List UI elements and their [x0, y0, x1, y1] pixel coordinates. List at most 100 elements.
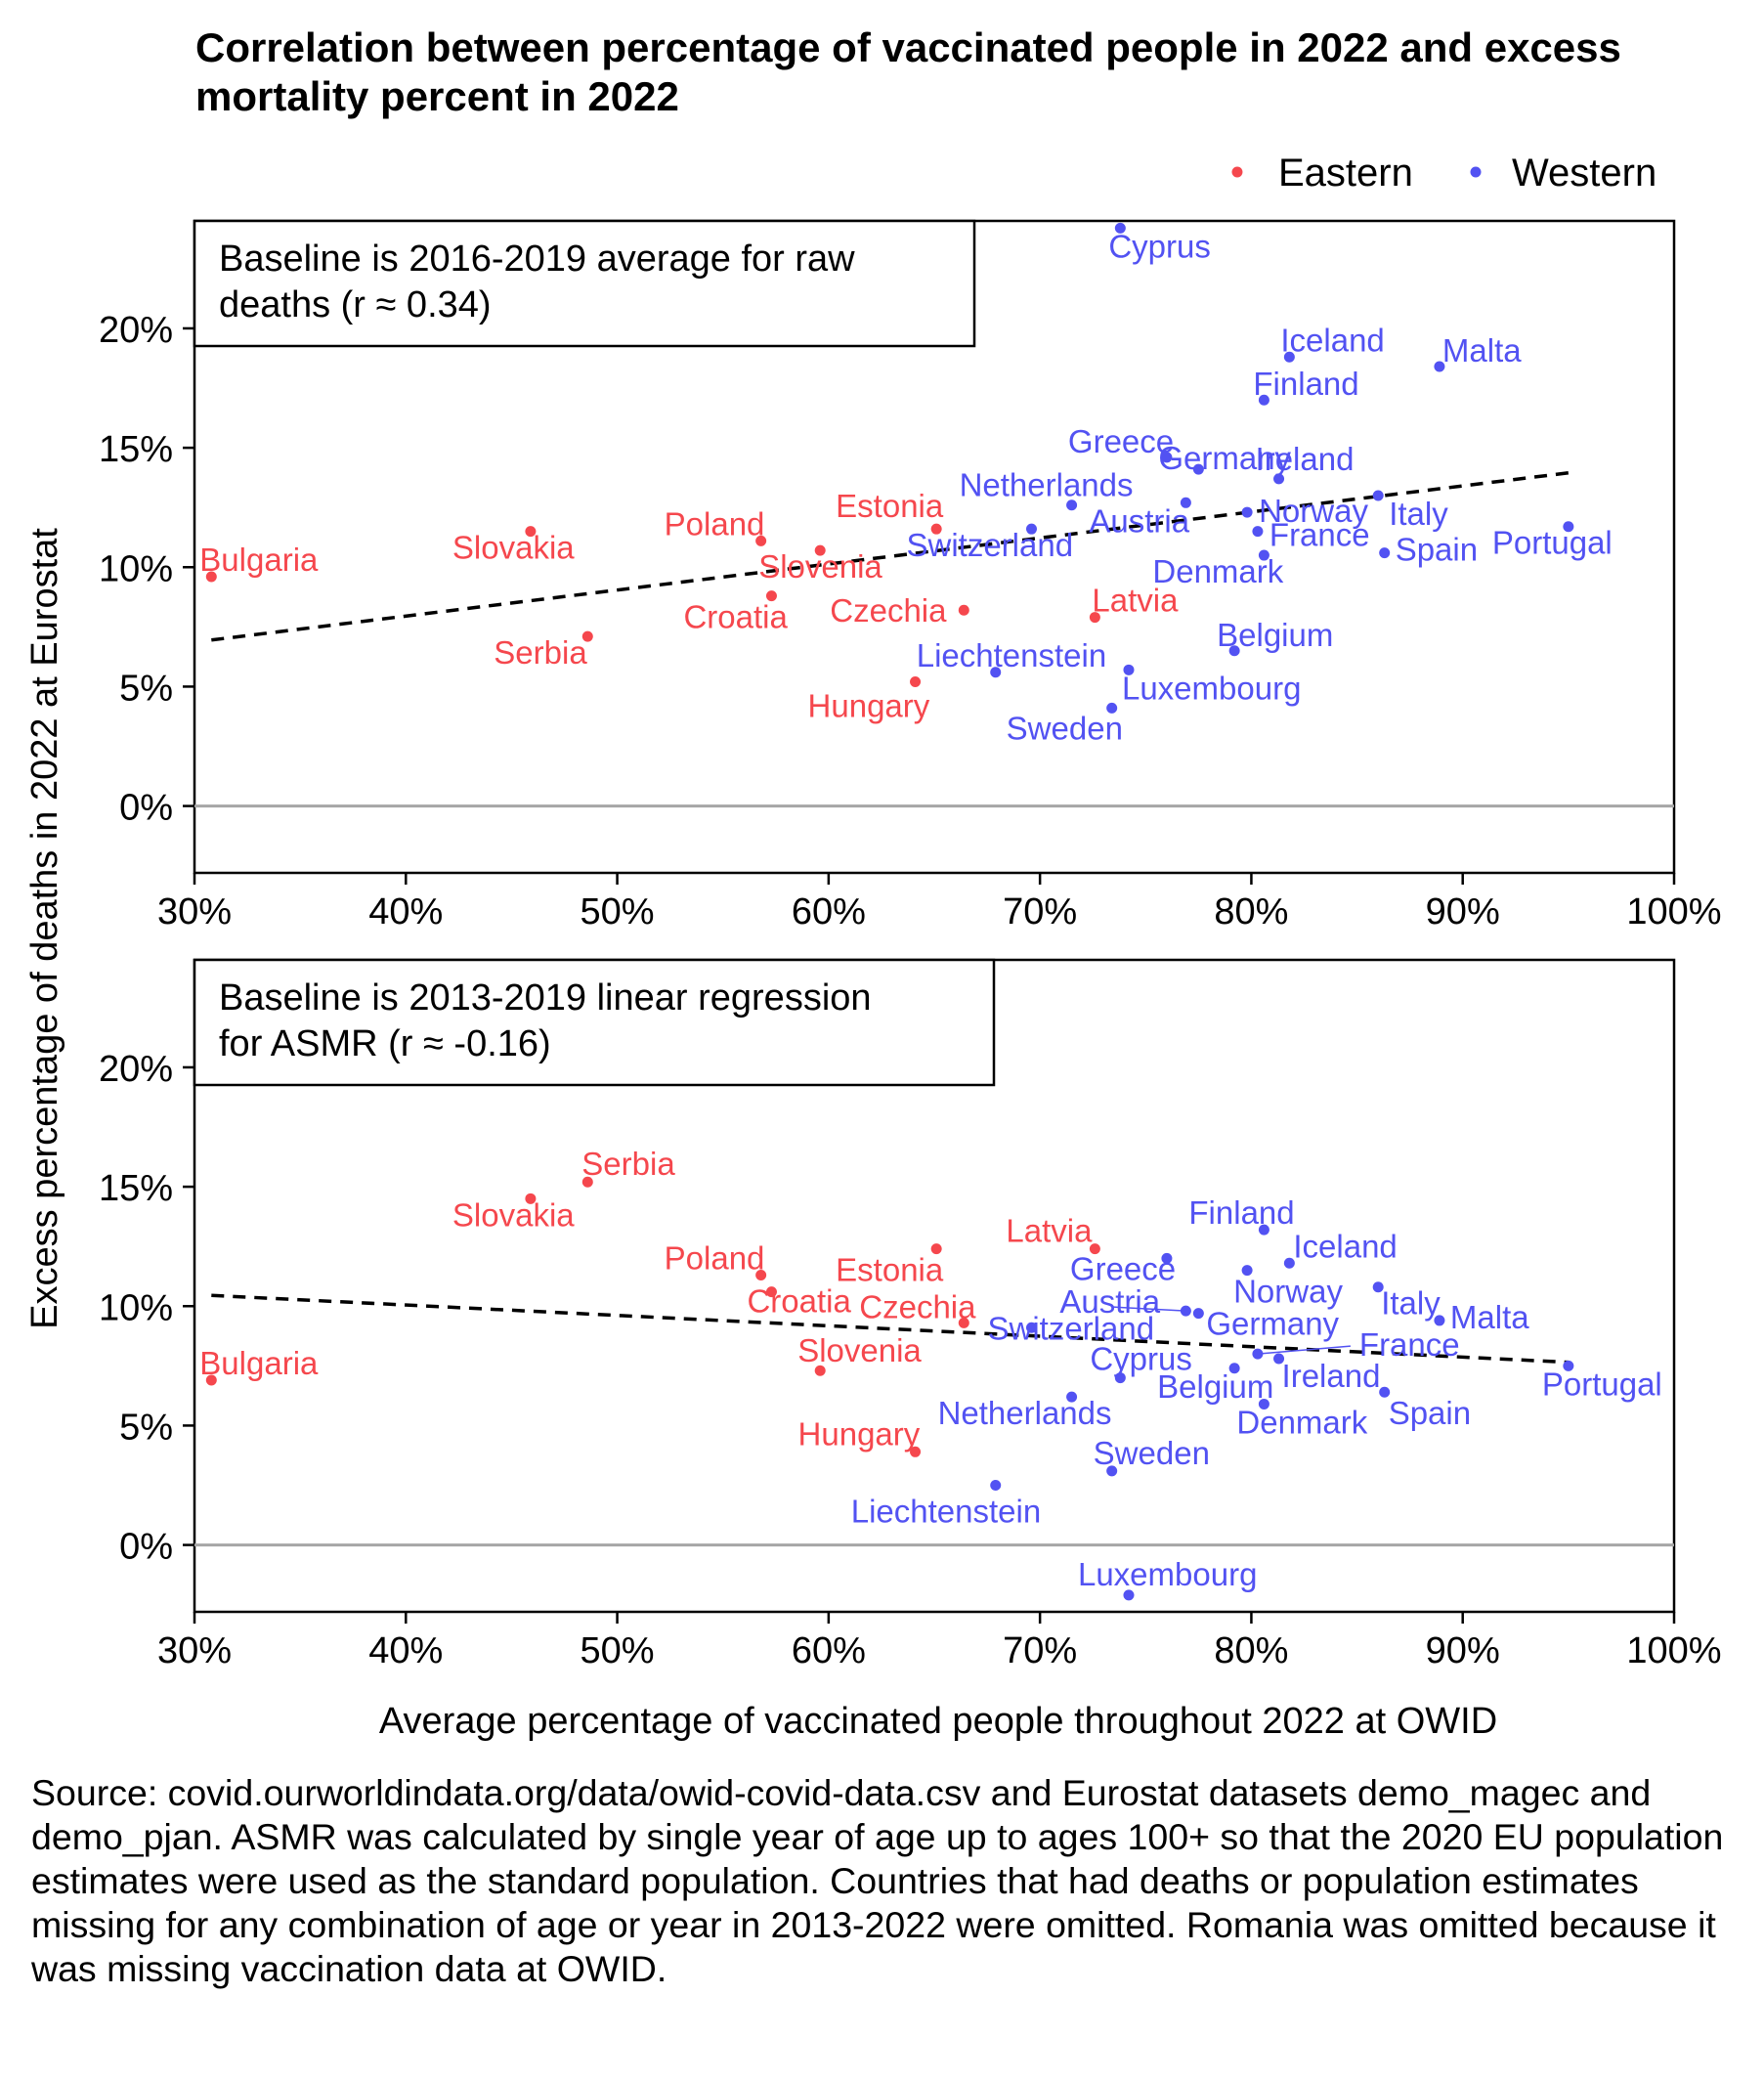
point-label-cyprus: Cyprus — [1108, 228, 1211, 264]
point-label-denmark: Denmark — [1152, 553, 1283, 589]
point-france — [1252, 526, 1264, 538]
y-tick-label: 5% — [119, 1407, 173, 1448]
x-tick-label: 100% — [1626, 891, 1721, 933]
point-italy — [1372, 490, 1384, 501]
point-label-slovakia: Slovakia — [452, 530, 575, 566]
point-poland — [755, 1270, 767, 1281]
point-croatia — [765, 1286, 777, 1298]
y-tick-label: 20% — [99, 310, 173, 351]
point-label-germany: Germany — [1158, 440, 1291, 476]
point-switzerland — [1025, 1322, 1037, 1333]
baseline-box-line2: for ASMR (r ≈ -0.16) — [219, 1023, 551, 1064]
baseline-box-line2: deaths (r ≈ 0.34) — [219, 284, 492, 325]
x-tick-label: 40% — [368, 1630, 443, 1671]
point-label-czechia: Czechia — [859, 1288, 976, 1324]
bottom-panel: 0% 5% 10% 15% 20% 30% 40% 50% 60% 70% 80% 90% 100% Ba… — [99, 958, 1722, 1671]
x-tick-label: 30% — [157, 891, 232, 933]
y-tick-label: 0% — [119, 1527, 173, 1568]
point-serbia — [581, 1176, 593, 1188]
point-finland — [1258, 394, 1269, 406]
point-label-spain: Spain — [1396, 532, 1478, 568]
point-label-czechia: Czechia — [830, 592, 947, 629]
point-slovenia — [814, 544, 826, 556]
legend-marker-eastern — [1231, 166, 1243, 178]
point-label-estonia: Estonia — [836, 488, 944, 524]
point-hungary — [910, 1446, 922, 1457]
x-tick-label: 90% — [1426, 891, 1500, 933]
baseline-box — [193, 219, 976, 348]
point-germany — [1192, 1308, 1204, 1320]
x-tick-label: 30% — [157, 1630, 232, 1671]
point-label-greece: Greece — [1070, 1250, 1176, 1286]
point-label-iceland: Iceland — [1293, 1228, 1397, 1264]
point-bulgaria — [205, 571, 217, 583]
point-belgium — [1228, 645, 1240, 657]
source-note: Source: covid.ourworldindata.org/data/ow… — [31, 1772, 1724, 1989]
point-cyprus — [1114, 1372, 1126, 1384]
point-estonia — [930, 1243, 942, 1255]
point-label-estonia: Estonia — [836, 1252, 944, 1288]
leader-line — [1257, 1345, 1351, 1355]
point-label-greece: Greece — [1068, 423, 1174, 459]
point-label-latvia: Latvia — [1092, 583, 1179, 619]
point-norway — [1241, 506, 1253, 518]
point-latvia — [1089, 612, 1100, 624]
baseline-box-line1: Baseline is 2016-2019 average for raw — [219, 239, 855, 280]
point-label-finland: Finland — [1188, 1194, 1294, 1231]
y-tick-label: 15% — [99, 1168, 173, 1209]
point-portugal — [1563, 521, 1574, 533]
point-label-france: France — [1269, 517, 1370, 553]
point-label-norway: Norway — [1233, 1274, 1343, 1310]
point-label-belgium: Belgium — [1217, 617, 1333, 653]
point-malta — [1434, 361, 1445, 372]
point-sweden — [1106, 702, 1118, 714]
y-tick-label: 20% — [99, 1049, 173, 1090]
point-label-spain: Spain — [1389, 1395, 1471, 1431]
point-label-cyprus: Cyprus — [1090, 1341, 1192, 1377]
point-latvia — [1089, 1243, 1100, 1255]
point-label-iceland: Iceland — [1280, 322, 1384, 358]
point-sweden — [1106, 1465, 1118, 1477]
point-ireland — [1273, 1353, 1285, 1365]
point-label-croatia: Croatia — [683, 599, 788, 635]
x-tick-label: 40% — [368, 891, 443, 933]
legend: Eastern Western — [1231, 152, 1656, 195]
point-label-denmark: Denmark — [1236, 1404, 1367, 1440]
trend-line — [211, 1293, 1569, 1365]
point-slovakia — [525, 526, 537, 538]
point-greece — [1161, 1252, 1173, 1264]
point-netherlands — [1066, 1391, 1078, 1403]
point-liechtenstein — [990, 1480, 1002, 1492]
y-tick-label: 10% — [99, 548, 173, 589]
x-tick-label: 60% — [792, 1630, 866, 1671]
point-label-portugal: Portugal — [1492, 525, 1613, 561]
point-czechia — [958, 1317, 969, 1328]
point-slovakia — [525, 1193, 537, 1204]
point-label-finland: Finland — [1253, 366, 1358, 402]
point-label-liechtenstein: Liechtenstein — [851, 1494, 1041, 1530]
point-serbia — [581, 630, 593, 642]
x-tick-label: 70% — [1003, 1630, 1077, 1671]
y-axis-label: Excess percentage of deaths in 2022 at E… — [24, 528, 65, 1329]
point-greece — [1161, 452, 1173, 463]
point-label-switzerland: Switzerland — [906, 527, 1073, 563]
point-label-italy: Italy — [1389, 496, 1448, 532]
x-tick-label: 50% — [581, 1630, 655, 1671]
point-iceland — [1283, 1257, 1295, 1269]
point-czechia — [958, 604, 969, 616]
point-label-sweden: Sweden — [1094, 1435, 1210, 1471]
point-label-slovenia: Slovenia — [797, 1332, 922, 1368]
y-tick-label: 15% — [99, 429, 173, 470]
x-tick-label: 90% — [1426, 1630, 1500, 1671]
point-liechtenstein — [990, 667, 1002, 678]
point-label-switzerland: Switzerland — [987, 1310, 1154, 1346]
x-tick-label: 60% — [792, 891, 866, 933]
x-tick-label: 50% — [581, 891, 655, 933]
point-luxembourg — [1123, 1589, 1135, 1601]
point-denmark — [1258, 1398, 1269, 1410]
point-label-slovakia: Slovakia — [452, 1196, 575, 1233]
point-switzerland — [1025, 523, 1037, 535]
x-tick-label: 70% — [1003, 891, 1077, 933]
point-label-italy: Italy — [1381, 1285, 1441, 1322]
